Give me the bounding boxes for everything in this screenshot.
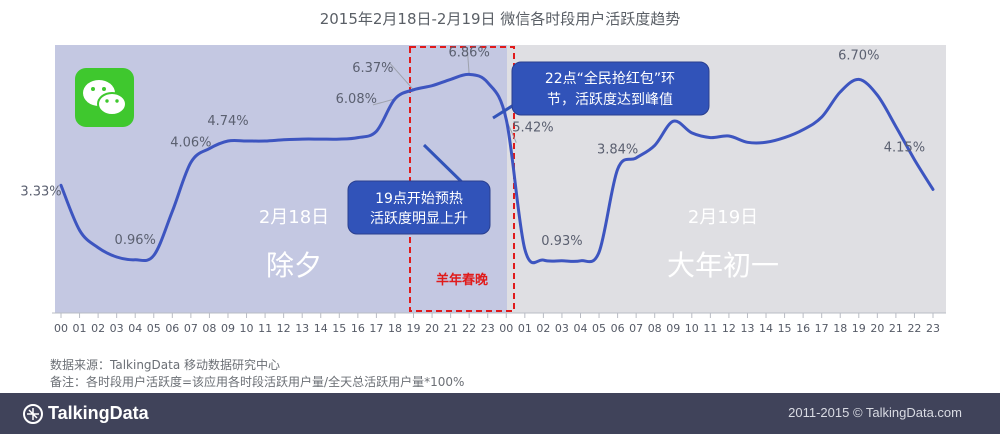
x-tick-label: 11: [258, 322, 272, 335]
day2-name-label: 大年初一: [667, 249, 779, 282]
x-tick-label: 00: [54, 322, 68, 335]
x-tick-label: 17: [815, 322, 829, 335]
x-tick-label: 03: [110, 322, 124, 335]
x-tick-label: 08: [648, 322, 662, 335]
source-line: 数据来源：TalkingData 移动数据研究中心: [50, 358, 281, 372]
x-tick-label: 21: [444, 322, 458, 335]
x-tick-label: 23: [481, 322, 495, 335]
wechat-icon: [75, 68, 134, 127]
x-tick-label: 07: [629, 322, 643, 335]
data-label: 0.96%: [115, 233, 156, 248]
callout-22-line1: 22点“全民抢红包”环: [545, 70, 675, 87]
x-tick-label: 05: [147, 322, 161, 335]
data-label-leader: [389, 62, 414, 91]
x-tick-label: 18: [388, 322, 402, 335]
data-label-leader: [372, 98, 396, 106]
callout-19-line1: 19点开始预热: [375, 191, 463, 207]
footer-copyright: 2011-2015 © TalkingData.com: [788, 405, 962, 420]
footer-bar: TalkingData 2011-2015 © TalkingData.com: [0, 393, 1000, 434]
day2-date-label: 2月19日: [688, 207, 758, 228]
x-tick-label: 04: [128, 322, 142, 335]
x-tick-label: 19: [407, 322, 421, 335]
gala-label: 羊年春晚: [436, 272, 488, 288]
day1-date-label: 2月18日: [259, 207, 329, 228]
callout-19: 19点开始预热 活跃度明显上升: [347, 143, 491, 235]
footer-brand: TalkingData: [48, 403, 149, 423]
x-tick-label: 20: [425, 322, 439, 335]
x-tick-label: 13: [740, 322, 754, 335]
remark-line: 备注：各时段用户活跃度=该应用各时段活跃用户量/全天总活跃用户量*100%: [50, 375, 465, 389]
x-tick-label: 23: [926, 322, 940, 335]
x-axis: 00 01 02 03 04 05 06 07 08 09 10 11 12 13 14 15 16 17 18 19…: [52, 312, 946, 335]
x-tick-label: 04: [573, 322, 587, 335]
x-tick-label: 07: [184, 322, 198, 335]
x-tick-label: 17: [369, 322, 383, 335]
data-label: 6.86%: [449, 45, 490, 60]
x-tick-label: 01: [73, 322, 87, 335]
data-label: 4.15%: [884, 141, 925, 156]
data-label: 3.33%: [20, 184, 61, 199]
data-label: 6.37%: [352, 61, 393, 76]
region-labels: 2月18日 除夕 2月19日 大年初一: [259, 207, 779, 282]
x-tick-label: 19: [852, 322, 866, 335]
x-tick-label: 08: [202, 322, 216, 335]
x-tick-label: 16: [796, 322, 810, 335]
x-tick-label: 06: [611, 322, 625, 335]
x-tick-label: 01: [518, 322, 532, 335]
talkingdata-logo-icon: [23, 404, 43, 424]
x-tick-label: 20: [870, 322, 884, 335]
callout-19-line2: 活跃度明显上升: [370, 211, 468, 227]
x-tick-label: 22: [907, 322, 921, 335]
x-tick-label: 00: [499, 322, 513, 335]
chart-title: 2015年2月18日-2月19日 微信各时段用户活跃度趋势: [319, 10, 681, 28]
x-tick-label: 03: [555, 322, 569, 335]
data-label: 5.42%: [512, 121, 553, 136]
x-tick-label: 02: [91, 322, 105, 335]
x-tick-label: 13: [295, 322, 309, 335]
data-label-leader: [466, 47, 470, 75]
day1-name-label: 除夕: [266, 249, 322, 282]
data-label: 6.70%: [838, 48, 879, 63]
x-tick-label: 12: [277, 322, 291, 335]
x-tick-label: 05: [592, 322, 606, 335]
x-tick-label: 10: [240, 322, 254, 335]
x-tick-label: 11: [703, 322, 717, 335]
source-note: 数据来源：TalkingData 移动数据研究中心 备注：各时段用户活跃度=该应…: [50, 357, 464, 391]
x-tick-label: 22: [462, 322, 476, 335]
data-label: 3.84%: [597, 142, 638, 157]
activity-chart: 2月18日 除夕 2月19日 大年初一 羊年春晚 00 01 02 03 04 05 06 0…: [20, 45, 946, 335]
x-tick-label: 14: [314, 322, 328, 335]
callout-22: 22点“全民抢红包”环 节，活跃度达到峰值: [492, 61, 710, 120]
x-tick-label: 10: [685, 322, 699, 335]
data-label: 0.93%: [541, 234, 582, 249]
x-tick-label: 15: [332, 322, 346, 335]
data-label: 4.06%: [170, 135, 211, 150]
x-tick-label: 09: [221, 322, 235, 335]
x-tick-label: 02: [536, 322, 550, 335]
x-tick-label: 18: [833, 322, 847, 335]
x-tick-label: 14: [759, 322, 773, 335]
x-tick-label: 09: [666, 322, 680, 335]
x-tick-label: 16: [351, 322, 365, 335]
x-tick-label: 06: [165, 322, 179, 335]
x-tick-label: 12: [722, 322, 736, 335]
x-tick-label: 21: [889, 322, 903, 335]
data-label: 4.74%: [207, 114, 248, 129]
callout-22-line2: 节，活跃度达到峰值: [547, 92, 673, 108]
data-label: 6.08%: [336, 92, 377, 107]
x-tick-label: 15: [778, 322, 792, 335]
